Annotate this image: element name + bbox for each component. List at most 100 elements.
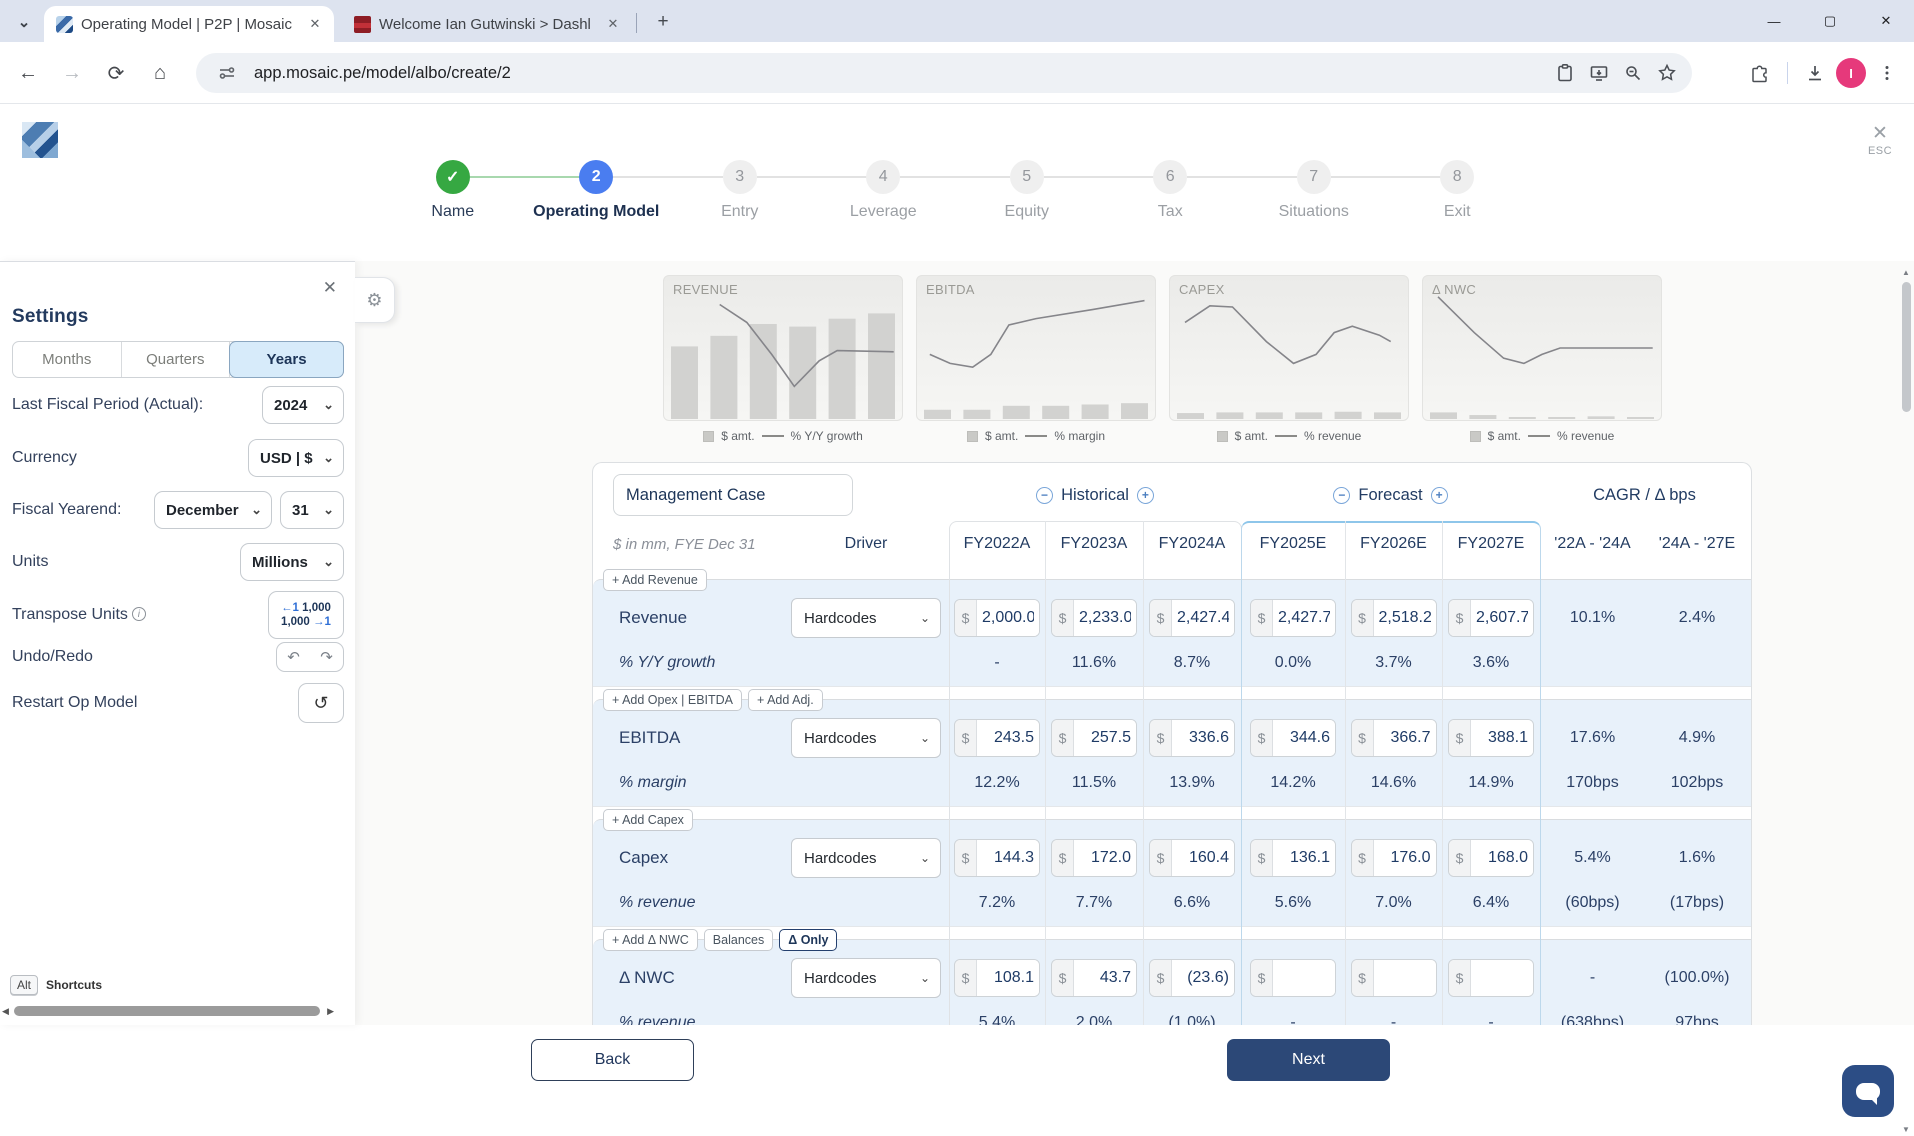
value-input[interactable] (1172, 960, 1234, 996)
tab-years[interactable]: Years (229, 341, 344, 378)
value-input[interactable] (1471, 600, 1533, 636)
scrollbar-thumb[interactable] (1902, 282, 1911, 412)
yearend-day-select[interactable]: 31⌄ (280, 491, 344, 529)
back-icon[interactable]: ← (10, 55, 46, 91)
expand-historical-icon[interactable]: + (1137, 487, 1154, 504)
value-input[interactable] (977, 960, 1039, 996)
add-chip[interactable]: + Add Adj. (748, 689, 823, 711)
value-input[interactable] (1172, 600, 1234, 636)
step-exit[interactable]: 8Exit (1386, 160, 1530, 221)
undo-icon[interactable]: ↶ (287, 648, 300, 666)
close-window-button[interactable]: ✕ (1858, 0, 1914, 42)
step-situations[interactable]: 7Situations (1242, 160, 1386, 221)
minimize-button[interactable]: — (1746, 0, 1802, 42)
value-input[interactable] (1074, 600, 1136, 636)
scroll-up-icon[interactable]: ▲ (1902, 268, 1910, 277)
add-chip[interactable]: + Add Opex | EBITDA (603, 689, 742, 711)
value-input[interactable] (1273, 720, 1335, 756)
driver-select[interactable]: Hardcodes⌄ (791, 718, 941, 758)
value-input[interactable] (1074, 960, 1136, 996)
driver-select[interactable]: Hardcodes⌄ (791, 958, 941, 998)
expand-forecast-icon[interactable]: + (1431, 487, 1448, 504)
browser-tab-inactive[interactable]: Welcome Ian Gutwinski > Dashl ✕ (342, 6, 632, 42)
value-input[interactable] (1273, 600, 1335, 636)
browser-tab-active[interactable]: Operating Model | P2P | Mosaic ✕ (44, 6, 334, 42)
install-app-icon[interactable] (1582, 56, 1616, 90)
value-input[interactable] (1172, 840, 1234, 876)
value-input[interactable] (1273, 840, 1335, 876)
zoom-icon[interactable] (1616, 56, 1650, 90)
extensions-icon[interactable] (1743, 56, 1777, 90)
value-input[interactable] (977, 720, 1039, 756)
maximize-button[interactable]: ▢ (1802, 0, 1858, 42)
scroll-left-icon[interactable]: ◀ (2, 1006, 9, 1017)
downloads-icon[interactable] (1798, 56, 1832, 90)
case-name-input[interactable] (613, 474, 853, 516)
tab-quarters[interactable]: Quarters (122, 342, 231, 377)
value-input[interactable] (1471, 720, 1533, 756)
clipboard-icon[interactable] (1548, 56, 1582, 90)
add-chip[interactable]: + Add Revenue (603, 569, 707, 591)
value-input[interactable] (1471, 960, 1533, 996)
collapse-historical-icon[interactable]: − (1036, 487, 1053, 504)
omnibox[interactable]: app.mosaic.pe/model/albo/create/2 (196, 53, 1692, 93)
value-input[interactable] (977, 840, 1039, 876)
restart-op-model-button[interactable]: ↺ (298, 683, 344, 723)
close-icon[interactable]: ✕ (1860, 124, 1900, 143)
toggle-chip[interactable]: Balances (704, 929, 773, 951)
add-chip[interactable]: + Add Δ NWC (603, 929, 698, 951)
tab-close-icon[interactable]: ✕ (604, 15, 622, 33)
add-chip[interactable]: + Add Capex (603, 809, 693, 831)
settings-horizontal-scrollbar[interactable]: ◀ ▶ (0, 1005, 346, 1017)
back-button[interactable]: Back (531, 1039, 694, 1081)
esc-close[interactable]: ✕ ESC (1860, 124, 1900, 157)
step-leverage[interactable]: 4Leverage (812, 160, 956, 221)
settings-close-icon[interactable]: ✕ (323, 278, 337, 298)
settings-gear-tab[interactable]: ⚙ (355, 277, 395, 323)
step-operating-model[interactable]: 2Operating Model (525, 160, 669, 221)
value-input[interactable] (1471, 840, 1533, 876)
value-input[interactable] (1374, 840, 1436, 876)
value-input[interactable] (1074, 720, 1136, 756)
url-text[interactable]: app.mosaic.pe/model/albo/create/2 (254, 64, 1548, 83)
step-tax[interactable]: 6Tax (1099, 160, 1243, 221)
scrollbar-thumb[interactable] (14, 1006, 320, 1016)
driver-select[interactable]: Hardcodes⌄ (791, 838, 941, 878)
transpose-units-button[interactable]: ←1 1,000 1,000 →1 (268, 591, 344, 639)
site-info-icon[interactable] (210, 56, 244, 90)
info-icon[interactable]: i (132, 607, 146, 621)
bookmark-star-icon[interactable] (1650, 56, 1684, 90)
tab-search-button[interactable]: ⌄ (10, 8, 38, 36)
new-tab-button[interactable]: + (650, 9, 676, 35)
last-fiscal-select[interactable]: 2024⌄ (262, 386, 344, 424)
step-name[interactable]: ✓Name (381, 160, 525, 221)
value-input[interactable] (1374, 960, 1436, 996)
next-button[interactable]: Next (1227, 1039, 1390, 1081)
value-input[interactable] (977, 600, 1039, 636)
currency-select[interactable]: USD | $⌄ (248, 439, 344, 477)
home-icon[interactable]: ⌂ (142, 55, 178, 91)
forward-icon[interactable]: → (54, 55, 90, 91)
value-input[interactable] (1374, 720, 1436, 756)
toggle-chip[interactable]: Δ Only (779, 929, 837, 951)
step-equity[interactable]: 5Equity (955, 160, 1099, 221)
menu-kebab-icon[interactable] (1870, 56, 1904, 90)
driver-select[interactable]: Hardcodes⌄ (791, 598, 941, 638)
value-input[interactable] (1074, 840, 1136, 876)
page-vertical-scrollbar[interactable]: ▲ ▼ (1901, 266, 1912, 1136)
chat-launcher-button[interactable] (1842, 1065, 1894, 1117)
scroll-down-icon[interactable]: ▼ (1902, 1125, 1910, 1134)
tab-close-icon[interactable]: ✕ (306, 15, 324, 33)
redo-icon[interactable]: ↷ (320, 648, 333, 666)
value-input[interactable] (1374, 600, 1436, 636)
profile-avatar[interactable]: I (1836, 58, 1866, 88)
yearend-month-select[interactable]: December⌄ (154, 491, 272, 529)
reload-icon[interactable]: ⟳ (98, 55, 134, 91)
scroll-right-icon[interactable]: ▶ (327, 1006, 334, 1017)
step-entry[interactable]: 3Entry (668, 160, 812, 221)
value-input[interactable] (1273, 960, 1335, 996)
value-input[interactable] (1172, 720, 1234, 756)
collapse-forecast-icon[interactable]: − (1333, 487, 1350, 504)
units-select[interactable]: Millions⌄ (240, 543, 344, 581)
tab-months[interactable]: Months (13, 342, 122, 377)
